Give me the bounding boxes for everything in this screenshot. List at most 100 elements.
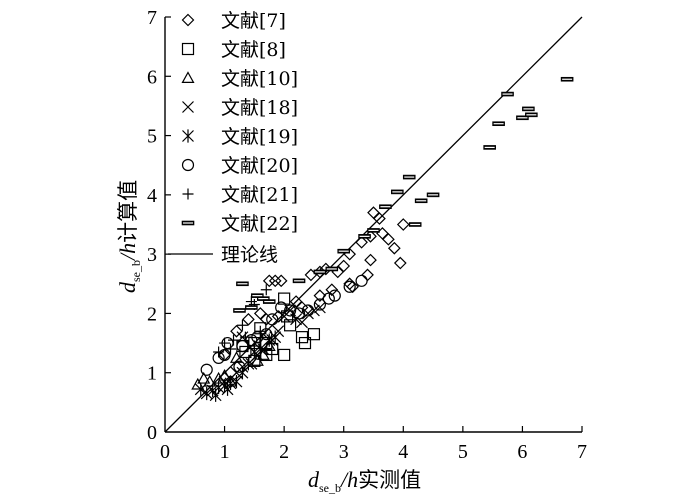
y-axis-cjk: 计算值 (116, 180, 140, 243)
legend-label: 文献[7] (221, 10, 286, 32)
data-point-triangle (197, 371, 211, 384)
x-tick-label: 5 (458, 441, 468, 463)
legend-label: 文献[20] (221, 155, 298, 177)
legend: 文献[7] 文献[8] 文献[10] 文献[18] 文献[19] 文献[20] 文献[21]… (168, 10, 298, 266)
data-point-circle (328, 289, 341, 302)
y-tick-label: 5 (147, 126, 157, 148)
data-point-square (298, 336, 312, 350)
y-axis-title: dse_b/h计算值 (115, 180, 143, 293)
y-axis-sub: se_b (129, 260, 143, 282)
data-point-asterisk (230, 375, 243, 389)
x-tick-label: 3 (339, 441, 349, 463)
legend-label: 文献[8] (221, 39, 286, 61)
data-point-diamond (289, 295, 303, 308)
y-tick-label: 3 (147, 244, 157, 266)
data-point-diamond (313, 289, 327, 302)
x-tick-label: 6 (517, 441, 527, 463)
data-point-triangle (203, 374, 217, 387)
data-point-square (307, 328, 321, 341)
data-point-diamond (253, 307, 267, 320)
data-point-diamond (242, 313, 255, 326)
x-axis-var: d (308, 467, 320, 492)
data-point-circle (233, 360, 246, 373)
data-point-diamond (388, 241, 401, 255)
legend-marker-asterisk (182, 129, 194, 143)
data-point-plus (239, 331, 251, 343)
x-axis-title: dse_b/h实测值 (308, 467, 421, 495)
data-point-circle (355, 274, 368, 287)
y-axis-rest: /h (115, 243, 140, 262)
data-point-asterisk (236, 366, 249, 380)
data-point-asterisk (194, 382, 207, 396)
data-point-triangle (191, 377, 205, 390)
legend-marker-plus (182, 188, 194, 200)
x-axis-sub: se_b (319, 481, 341, 495)
data-point-diamond (274, 274, 288, 288)
legend-label: 理论线 (221, 244, 278, 266)
data-point-diamond (396, 218, 410, 231)
legend-marker-x (182, 101, 194, 113)
legend-marker-triangle (181, 71, 195, 84)
legend-label: 文献[10] (221, 68, 298, 90)
data-point-plus (236, 319, 248, 331)
legend-label: 文献[19] (221, 126, 298, 148)
y-tick-label: 7 (147, 7, 157, 29)
data-point-circle (343, 280, 356, 293)
data-point-circle (313, 298, 326, 311)
legend-label: 文献[22] (221, 213, 298, 235)
data-point-plus (260, 284, 272, 296)
legend-label: 文献[21] (221, 184, 298, 206)
data-point-square (278, 292, 291, 305)
data-point-circle (292, 307, 306, 320)
legend-marker-diamond (181, 13, 195, 27)
series-dash (233, 76, 574, 313)
data-point-diamond (230, 324, 243, 338)
data-point-diamond (382, 232, 395, 246)
y-tick-label: 6 (147, 66, 157, 88)
data-point-asterisk (209, 388, 222, 402)
data-point-diamond (325, 283, 339, 297)
y-tick-label: 0 (147, 422, 157, 444)
x-tick-label: 1 (220, 441, 230, 463)
axes-layer: 0 1 2 3 4 5 6 7 0 1 2 3 4 5 6 7 (147, 7, 587, 463)
y-tick-label: 4 (147, 185, 157, 207)
data-point-diamond (367, 206, 380, 219)
data-point-circle (236, 339, 249, 353)
data-point-asterisk (221, 382, 234, 396)
x-axis-cjk: 实测值 (358, 468, 421, 492)
y-tick-label: 2 (147, 303, 157, 325)
data-point-diamond (393, 256, 407, 270)
data-point-diamond (337, 259, 351, 273)
series-circle (200, 274, 368, 376)
data-point-diamond (355, 235, 368, 249)
data-point-square (239, 345, 252, 359)
legend-marker-square (181, 42, 195, 56)
x-tick-label: 4 (398, 441, 408, 463)
x-tick-label: 7 (577, 441, 587, 463)
legend-marker-circle (181, 158, 195, 172)
x-tick-label: 0 (160, 441, 170, 463)
data-point-square (278, 348, 291, 362)
data-point-diamond (262, 274, 276, 288)
x-axis-rest: /h (339, 467, 358, 492)
data-point-diamond (361, 268, 374, 282)
data-point-plus (248, 340, 260, 352)
data-point-asterisk (263, 333, 276, 347)
data-point-circle (301, 304, 315, 317)
data-point-circle (200, 363, 213, 376)
y-tick-label: 1 (147, 363, 157, 385)
data-point-plus (219, 337, 231, 349)
data-point-plus (213, 346, 225, 358)
data-point-square (284, 319, 297, 332)
data-point-x (302, 307, 314, 320)
data-point-circle (266, 313, 279, 326)
series-plus (213, 284, 272, 358)
data-point-diamond (346, 280, 359, 294)
data-point-plus (228, 334, 240, 346)
data-point-circle (322, 292, 335, 305)
data-point-circle (275, 301, 288, 314)
data-point-plus (225, 343, 237, 355)
data-point-diamond (268, 274, 282, 288)
